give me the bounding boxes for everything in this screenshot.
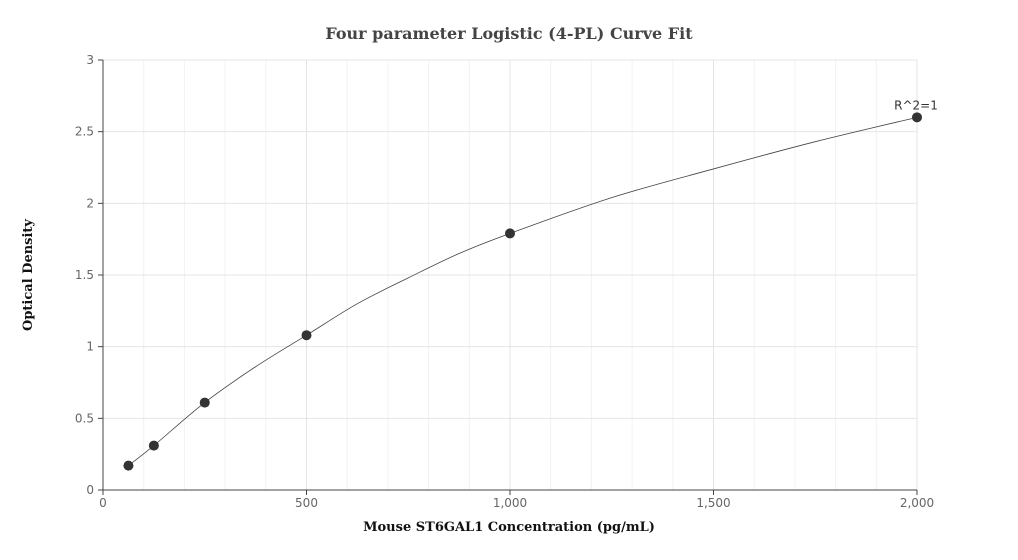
data-point [301, 330, 312, 341]
y-tick-labels: 0 0.5 1 1.5 2 2.5 3 [75, 53, 103, 497]
y-axis-title: Optical Density [21, 219, 36, 331]
grid [102, 59, 918, 491]
x-tick-label: 2,000 [900, 496, 934, 510]
x-tick-labels: 0 500 1,000 1,500 2,000 [99, 490, 934, 510]
y-tick-label: 0.5 [75, 411, 94, 425]
data-point [148, 440, 159, 451]
r-squared-annotation: R^2=1 [894, 98, 938, 112]
data-points [123, 112, 922, 471]
data-point [912, 112, 922, 123]
y-tick-label: 3 [86, 53, 94, 67]
x-tick-label: 0 [99, 496, 107, 510]
y-tick-label: 1.5 [75, 268, 94, 282]
x-tick-label: 1,500 [696, 496, 730, 510]
y-tick-label: 2 [86, 196, 94, 210]
y-tick-label: 2.5 [75, 125, 94, 139]
x-tick-label: 500 [295, 496, 318, 510]
data-point [199, 397, 210, 408]
chart-title: Four parameter Logistic (4-PL) Curve Fit [325, 24, 693, 43]
x-axis-title: Mouse ST6GAL1 Concentration (pg/mL) [363, 520, 655, 535]
data-point [505, 228, 515, 239]
y-tick-label: 1 [86, 340, 94, 354]
fit-curve [128, 116, 918, 466]
x-tick-label: 1,000 [493, 496, 527, 510]
y-tick-label: 0 [86, 483, 94, 497]
data-point [123, 460, 134, 471]
